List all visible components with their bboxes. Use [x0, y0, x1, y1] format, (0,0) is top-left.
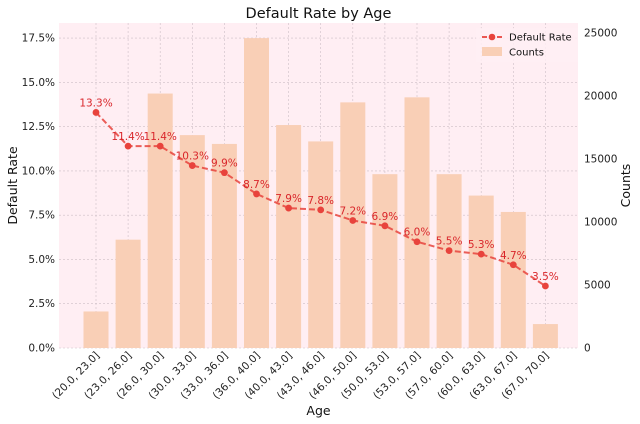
- data-label-6: 7.9%: [275, 193, 302, 205]
- y-tick-label-3: 7.5%: [28, 210, 55, 222]
- bar-count-7: [308, 141, 334, 348]
- default-rate-point-8: [349, 217, 357, 224]
- legend-label-counts: Counts: [509, 48, 544, 59]
- bar-count-14: [532, 324, 558, 348]
- default-rate-line: [92, 109, 549, 290]
- bar-count-13: [500, 211, 526, 348]
- data-label-1: 11.4%: [111, 131, 144, 143]
- data-label-9: 6.9%: [372, 211, 399, 223]
- data-label-14: 3.5%: [532, 271, 559, 283]
- y-tick-label-2: 5.0%: [28, 254, 55, 266]
- y2-tick-label-3: 15000: [584, 154, 617, 166]
- bar-count-9: [372, 174, 398, 348]
- y-tick-label-4: 10.0%: [22, 165, 55, 177]
- x-axis-label: Age: [306, 403, 330, 418]
- data-labels: 13.3% 11.4%11.4% 10.3%9.9% 8.7% 7.9% 7.8% 7.2%…: [79, 97, 558, 283]
- data-label-11: 5.5%: [436, 236, 463, 248]
- bar-count-6: [276, 125, 302, 348]
- default-rate-point-9: [381, 222, 389, 230]
- bar-count-3: [179, 135, 205, 348]
- bar-count-12: [468, 195, 494, 348]
- default-rate-point-1: [124, 142, 132, 150]
- default-rate-point-6: [285, 204, 292, 212]
- default-rate-point-11: [445, 247, 453, 254]
- y2-tick-label-4: 20000: [584, 91, 617, 103]
- default-rate-point-12: [477, 250, 485, 258]
- y-tick-label-7: 17.5%: [22, 33, 55, 45]
- default-rate-point-4: [221, 169, 228, 177]
- default-rate-point-0: [92, 109, 100, 116]
- default-rate-point-14: [542, 282, 549, 290]
- bar-count-11: [436, 174, 462, 348]
- data-label-7: 7.8%: [307, 195, 334, 207]
- count-bars: [83, 38, 558, 349]
- legend-marker: [488, 33, 496, 41]
- bar-count-10: [404, 97, 430, 348]
- bar-count-2: [147, 93, 173, 348]
- default-rate-point-7: [317, 206, 325, 214]
- legend: Default Rate Counts: [476, 28, 578, 62]
- default-rate-point-10: [413, 238, 421, 246]
- bar-count-8: [340, 102, 366, 348]
- y-tick-label-6: 15.0%: [22, 77, 55, 89]
- legend-bar-swatch: [482, 47, 502, 56]
- data-label-10: 6.0%: [404, 227, 431, 239]
- data-label-2: 11.4%: [144, 131, 177, 143]
- data-label-12: 5.3%: [468, 239, 495, 251]
- data-label-13: 4.7%: [500, 250, 527, 262]
- left-axis-ticks: 0.0% 2.5% 5.0% 7.5% 10.0% 12.5% 15.0% 17.5%: [22, 33, 55, 355]
- y-tick-label-5: 12.5%: [22, 121, 55, 133]
- legend-label-default-rate: Default Rate: [509, 33, 572, 44]
- y-axis-label: Default Rate: [5, 146, 20, 225]
- y2-tick-label-0: 0: [584, 343, 591, 355]
- default-rate-point-2: [156, 142, 164, 150]
- bar-count-0: [83, 311, 109, 348]
- y2-tick-label-1: 5000: [584, 280, 611, 292]
- default-rate-point-3: [188, 162, 196, 169]
- default-rate-point-5: [253, 190, 260, 198]
- y-tick-label-1: 2.5%: [28, 298, 55, 310]
- data-label-3: 10.3%: [176, 151, 209, 163]
- x-axis-ticks: (20.0, 23.0](23.0, 26.0](26.0, 30.0](30.…: [50, 350, 551, 402]
- chart-title: Default Rate by Age: [246, 6, 392, 22]
- legend-box: [476, 28, 578, 62]
- y2-tick-label-2: 10000: [584, 217, 617, 229]
- data-label-5: 8.7%: [243, 179, 270, 191]
- y2-tick-label-5: 25000: [584, 28, 617, 40]
- y2-axis-label: Counts: [618, 164, 633, 208]
- right-axis-ticks: 0 5000 10000 15000 20000 25000: [584, 28, 617, 355]
- data-label-0: 13.3%: [79, 97, 112, 109]
- data-label-4: 9.9%: [211, 158, 238, 170]
- default-rate-point-13: [509, 261, 517, 269]
- bar-count-1: [115, 239, 141, 348]
- y-tick-label-0: 0.0%: [28, 343, 55, 355]
- data-label-8: 7.2%: [339, 205, 366, 217]
